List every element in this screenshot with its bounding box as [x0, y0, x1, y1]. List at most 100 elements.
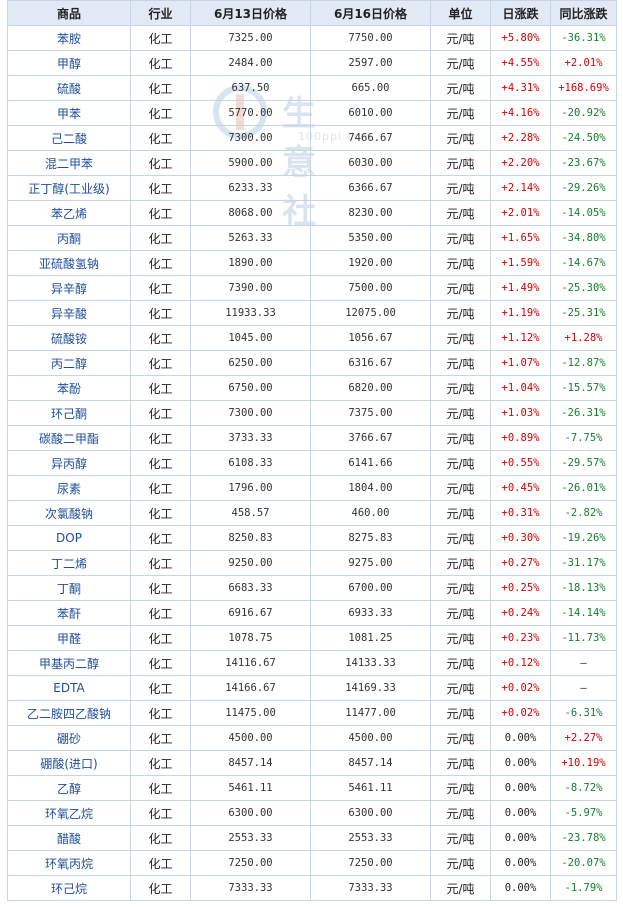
product-name-link[interactable]: 甲醛 [7, 625, 131, 651]
industry-cell: 化工 [130, 325, 191, 351]
industry-cell: 化工 [130, 550, 191, 576]
unit-cell: 元/吨 [430, 425, 491, 451]
product-name-link[interactable]: DOP [7, 525, 131, 551]
price-jun13-cell: 5263.33 [190, 225, 311, 251]
yoy-change-cell: -23.78% [550, 825, 617, 851]
yoy-change-cell: -8.72% [550, 775, 617, 801]
price-jun16-cell: 8230.00 [310, 200, 431, 226]
price-jun13-cell: 2484.00 [190, 50, 311, 76]
product-name-link[interactable]: 环氧乙烷 [7, 800, 131, 826]
product-name-link[interactable]: 己二酸 [7, 125, 131, 151]
industry-cell: 化工 [130, 375, 191, 401]
daily-change-cell: +2.01% [490, 200, 551, 226]
daily-change-cell: 0.00% [490, 875, 551, 901]
product-name-link[interactable]: 异辛酸 [7, 300, 131, 326]
price-jun13-cell: 6250.00 [190, 350, 311, 376]
price-jun13-cell: 1078.75 [190, 625, 311, 651]
product-name-link[interactable]: 苯胺 [7, 25, 131, 51]
product-name-link[interactable]: 苯酚 [7, 375, 131, 401]
industry-cell: 化工 [130, 650, 191, 676]
product-name-link[interactable]: 乙二胺四乙酸钠 [7, 700, 131, 726]
unit-cell: 元/吨 [430, 50, 491, 76]
product-name-link[interactable]: 异辛醇 [7, 275, 131, 301]
price-jun13-cell: 8250.83 [190, 525, 311, 551]
header-product: 商品 [7, 0, 131, 26]
table-row: 丙酮 化工 5263.33 5350.00 元/吨 +1.65% -34.80% [7, 225, 617, 251]
daily-change-cell: +1.07% [490, 350, 551, 376]
unit-cell: 元/吨 [430, 875, 491, 901]
price-jun16-cell: 7466.67 [310, 125, 431, 151]
yoy-change-cell: -26.31% [550, 400, 617, 426]
product-name-link[interactable]: 醋酸 [7, 825, 131, 851]
product-name-link[interactable]: 硼砂 [7, 725, 131, 751]
daily-change-cell: 0.00% [490, 775, 551, 801]
header-price-jun13: 6月13日价格 [190, 0, 311, 26]
product-name-link[interactable]: 环己酮 [7, 400, 131, 426]
industry-cell: 化工 [130, 675, 191, 701]
product-name-link[interactable]: 丙酮 [7, 225, 131, 251]
price-jun13-cell: 7390.00 [190, 275, 311, 301]
yoy-change-cell: +2.01% [550, 50, 617, 76]
table-row: 环氧丙烷 化工 7250.00 7250.00 元/吨 0.00% -20.07% [7, 850, 617, 876]
yoy-change-cell: -14.14% [550, 600, 617, 626]
product-name-link[interactable]: 正丁醇(工业级) [7, 175, 131, 201]
daily-change-cell: +0.89% [490, 425, 551, 451]
product-name-link[interactable]: 硫酸铵 [7, 325, 131, 351]
unit-cell: 元/吨 [430, 475, 491, 501]
price-jun16-cell: 6010.00 [310, 100, 431, 126]
industry-cell: 化工 [130, 175, 191, 201]
unit-cell: 元/吨 [430, 100, 491, 126]
product-name-link[interactable]: 甲基丙二醇 [7, 650, 131, 676]
price-jun13-cell: 5770.00 [190, 100, 311, 126]
product-name-link[interactable]: 苯乙烯 [7, 200, 131, 226]
daily-change-cell: +5.80% [490, 25, 551, 51]
table-row: 甲基丙二醇 化工 14116.67 14133.33 元/吨 +0.12% — [7, 650, 617, 676]
product-name-link[interactable]: 亚硫酸氢钠 [7, 250, 131, 276]
yoy-change-cell: -14.67% [550, 250, 617, 276]
table-row: 苯胺 化工 7325.00 7750.00 元/吨 +5.80% -36.31% [7, 25, 617, 51]
product-name-link[interactable]: 丁二烯 [7, 550, 131, 576]
unit-cell: 元/吨 [430, 225, 491, 251]
product-name-link[interactable]: EDTA [7, 675, 131, 701]
product-name-link[interactable]: 异丙醇 [7, 450, 131, 476]
price-jun16-cell: 7333.33 [310, 875, 431, 901]
yoy-change-cell: -20.07% [550, 850, 617, 876]
daily-change-cell: +0.23% [490, 625, 551, 651]
product-name-link[interactable]: 甲苯 [7, 100, 131, 126]
price-jun16-cell: 6700.00 [310, 575, 431, 601]
yoy-change-cell: -26.01% [550, 475, 617, 501]
unit-cell: 元/吨 [430, 600, 491, 626]
daily-change-cell: +4.55% [490, 50, 551, 76]
industry-cell: 化工 [130, 500, 191, 526]
product-name-link[interactable]: 环氧丙烷 [7, 850, 131, 876]
product-name-link[interactable]: 苯酐 [7, 600, 131, 626]
product-name-link[interactable]: 乙醇 [7, 775, 131, 801]
product-name-link[interactable]: 次氯酸钠 [7, 500, 131, 526]
yoy-change-cell: -25.30% [550, 275, 617, 301]
product-name-link[interactable]: 甲醇 [7, 50, 131, 76]
price-jun13-cell: 458.57 [190, 500, 311, 526]
daily-change-cell: 0.00% [490, 825, 551, 851]
product-name-link[interactable]: 环己烷 [7, 875, 131, 901]
table-row: 硫酸铵 化工 1045.00 1056.67 元/吨 +1.12% +1.28% [7, 325, 617, 351]
product-name-link[interactable]: 丁酮 [7, 575, 131, 601]
product-name-link[interactable]: 尿素 [7, 475, 131, 501]
industry-cell: 化工 [130, 300, 191, 326]
price-jun13-cell: 9250.00 [190, 550, 311, 576]
daily-change-cell: +0.55% [490, 450, 551, 476]
price-jun16-cell: 8275.83 [310, 525, 431, 551]
daily-change-cell: 0.00% [490, 725, 551, 751]
daily-change-cell: +1.19% [490, 300, 551, 326]
industry-cell: 化工 [130, 125, 191, 151]
industry-cell: 化工 [130, 100, 191, 126]
industry-cell: 化工 [130, 400, 191, 426]
table-row: 硫酸 化工 637.50 665.00 元/吨 +4.31% +168.69% [7, 75, 617, 101]
product-name-link[interactable]: 硫酸 [7, 75, 131, 101]
product-name-link[interactable]: 混二甲苯 [7, 150, 131, 176]
price-jun13-cell: 3733.33 [190, 425, 311, 451]
daily-change-cell: +0.02% [490, 700, 551, 726]
product-name-link[interactable]: 硼酸(进口) [7, 750, 131, 776]
industry-cell: 化工 [130, 750, 191, 776]
product-name-link[interactable]: 丙二醇 [7, 350, 131, 376]
product-name-link[interactable]: 碳酸二甲酯 [7, 425, 131, 451]
